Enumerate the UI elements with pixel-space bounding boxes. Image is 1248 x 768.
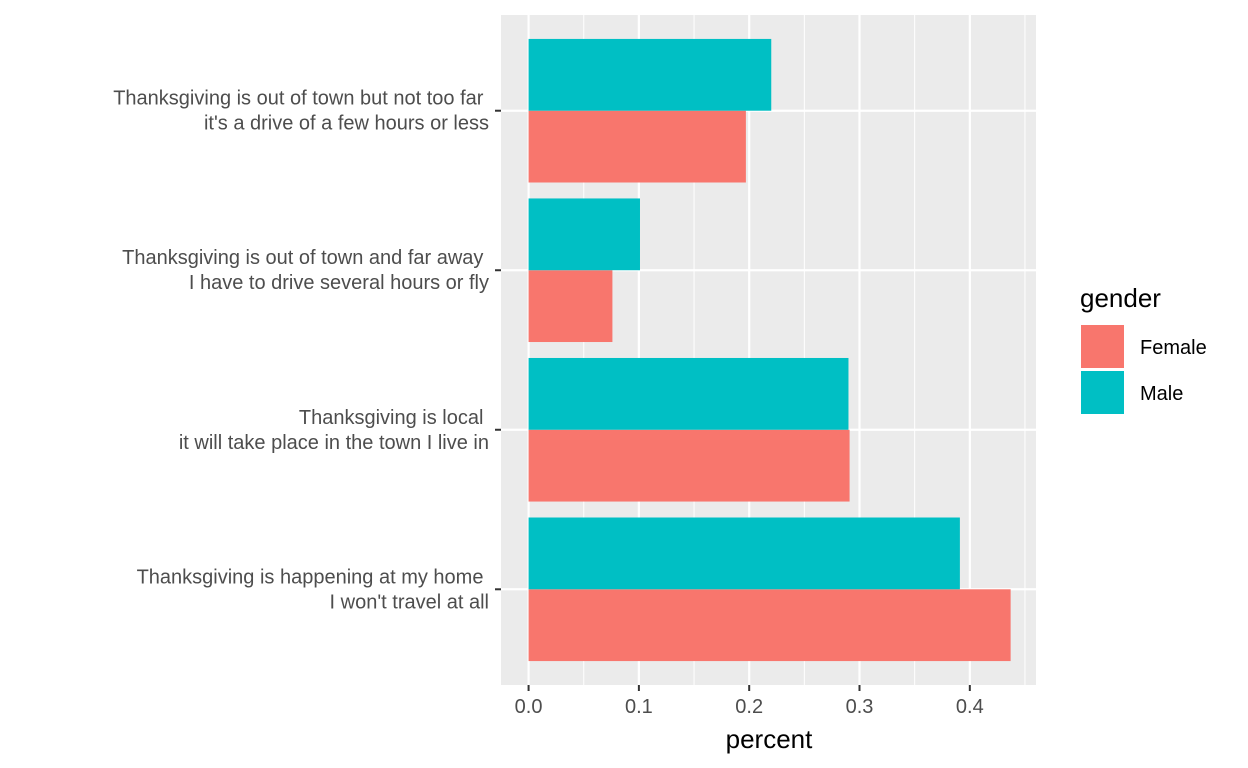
x-tick-label: 0.3 xyxy=(846,696,874,718)
bar-male xyxy=(528,517,960,590)
bar-male xyxy=(528,38,772,111)
legend-title: gender xyxy=(1080,283,1161,313)
x-tick-label: 0.0 xyxy=(515,696,543,718)
bars xyxy=(528,38,1011,662)
legend-key-female xyxy=(1081,325,1124,368)
bar-female xyxy=(528,429,850,502)
bar-female xyxy=(528,589,1011,662)
bar-male xyxy=(528,198,640,271)
y-axis: Thanksgiving is happening at my home I w… xyxy=(113,88,501,613)
x-tick-label: 0.2 xyxy=(735,696,763,718)
bar-female xyxy=(528,110,746,183)
x-axis: 0.0 0.1 0.2 0.3 0.4 xyxy=(515,685,984,718)
x-tick-label: 0.1 xyxy=(625,696,653,718)
x-axis-title: percent xyxy=(726,724,813,754)
legend-label-female: Female xyxy=(1140,337,1207,359)
x-tick-label: 0.4 xyxy=(956,696,984,718)
y-tick-label: Thanksgiving is out of town but not too … xyxy=(113,88,489,135)
legend-key-male xyxy=(1081,371,1124,414)
bar-female xyxy=(528,270,613,343)
bar-male xyxy=(528,357,849,430)
y-tick-label: Thanksgiving is happening at my home I w… xyxy=(137,566,489,613)
y-tick-label: Thanksgiving is out of town and far away… xyxy=(122,247,489,294)
legend-label-male: Male xyxy=(1140,383,1183,405)
y-tick-label: Thanksgiving is local it will take place… xyxy=(179,407,489,454)
legend: gender Female Male xyxy=(1080,283,1207,414)
